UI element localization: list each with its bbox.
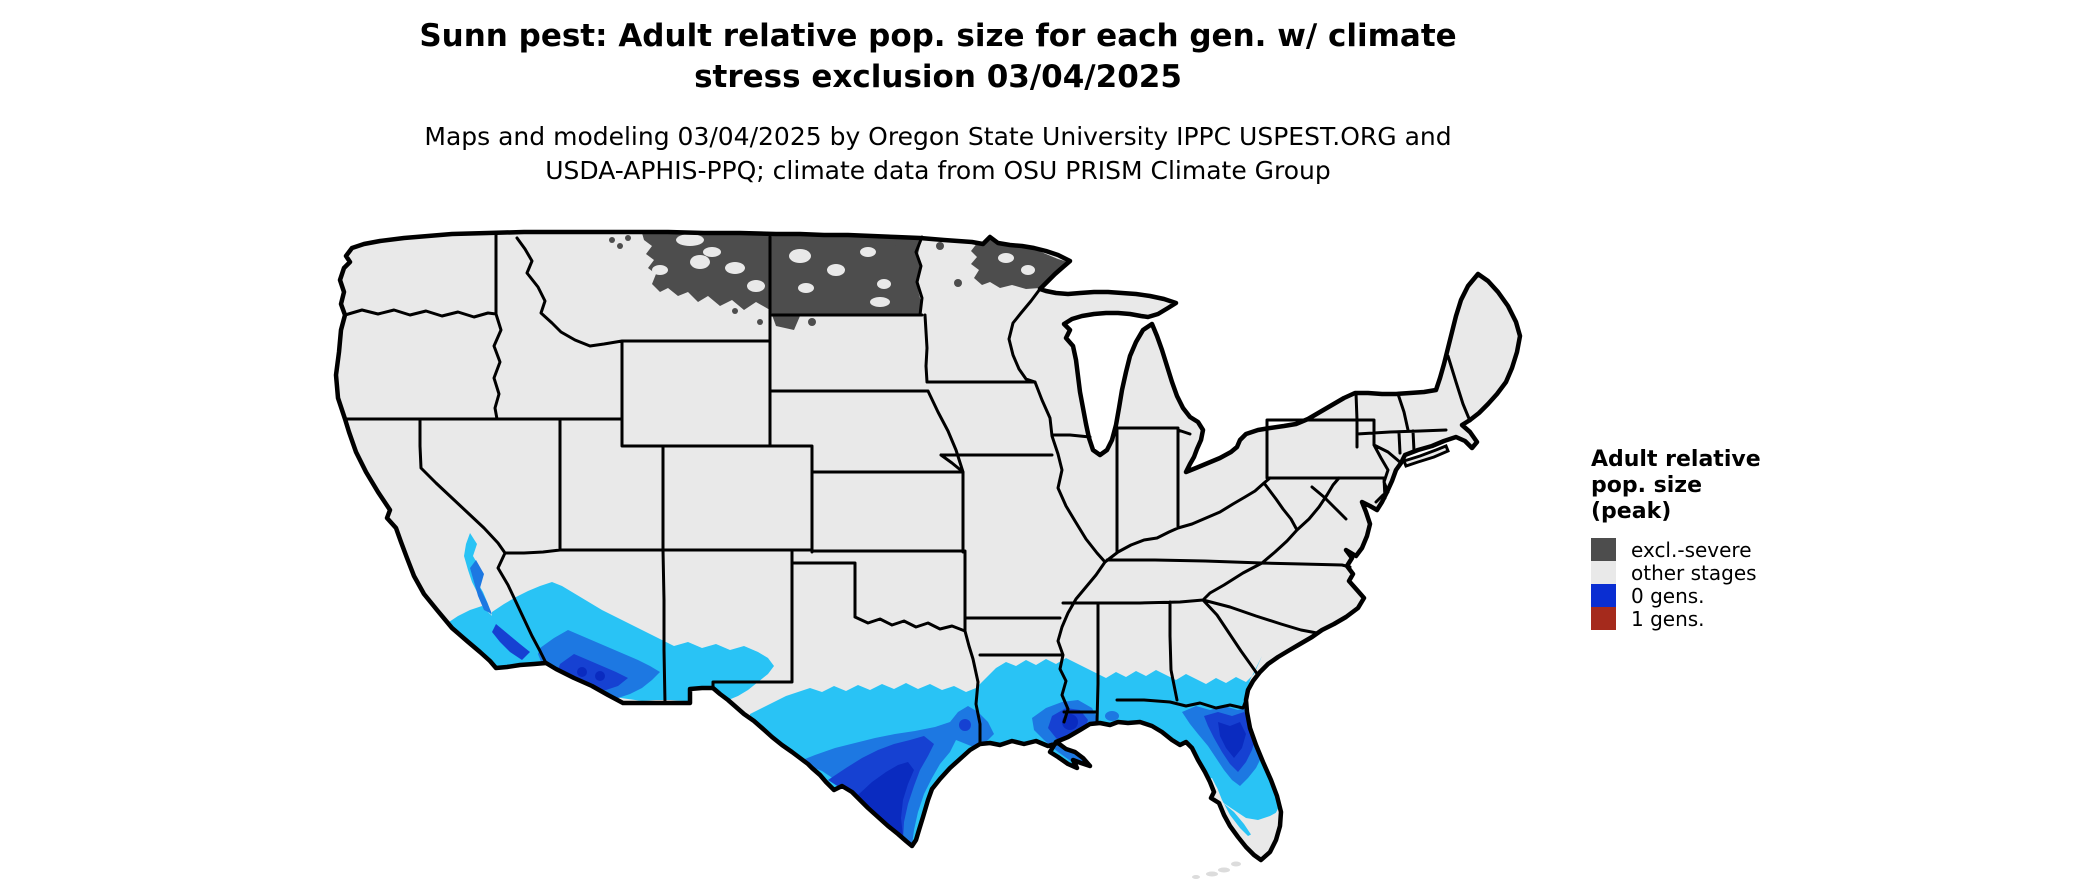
legend-item-other-stages: other stages — [1591, 560, 1891, 585]
legend-title-line3: (peak) — [1591, 499, 1672, 524]
region-gen0-deep — [577, 667, 1246, 845]
legend-item-1-gens: 1 gens. — [1591, 606, 1891, 631]
page-title: Sunn pest: Adult relative pop. size for … — [0, 16, 1876, 98]
legend-swatch-1-gens — [1591, 607, 1616, 630]
page-title-line1: Sunn pest: Adult relative pop. size for … — [419, 18, 1457, 54]
legend-label: excl.-severe — [1631, 537, 1752, 562]
legend-swatch-excl-severe — [1591, 538, 1616, 561]
state-borders — [343, 231, 1472, 745]
florida-keys — [1192, 861, 1241, 879]
map-credits: Maps and modeling 03/04/2025 by Oregon S… — [0, 120, 1876, 188]
legend-label: other stages — [1631, 560, 1757, 585]
long-island — [1402, 444, 1450, 468]
page-title-line2: stress exclusion 03/04/2025 — [694, 59, 1182, 95]
legend-rows: excl.-severe other stages 0 gens. 1 gens… — [1591, 537, 1891, 631]
map-credits-line1: Maps and modeling 03/04/2025 by Oregon S… — [424, 122, 1452, 151]
legend-title-line2: pop. size — [1591, 473, 1702, 498]
legend-item-0-gens: 0 gens. — [1591, 583, 1891, 608]
legend-label: 0 gens. — [1631, 583, 1705, 608]
legend-item-excl-severe: excl.-severe — [1591, 537, 1891, 562]
legend-title-line1: Adult relative — [1591, 447, 1761, 472]
map-legend: Adult relative pop. size (peak) excl.-se… — [1591, 447, 1891, 631]
legend-swatch-0-gens — [1591, 584, 1616, 607]
legend-swatch-other-stages — [1591, 561, 1616, 584]
header: Sunn pest: Adult relative pop. size for … — [0, 16, 1876, 188]
legend-label: 1 gens. — [1631, 606, 1705, 631]
map-credits-line2: USDA-APHIS-PPQ; climate data from OSU PR… — [545, 156, 1331, 185]
exclusion-gaps — [652, 234, 1035, 307]
legend-title: Adult relative pop. size (peak) — [1591, 447, 1891, 525]
